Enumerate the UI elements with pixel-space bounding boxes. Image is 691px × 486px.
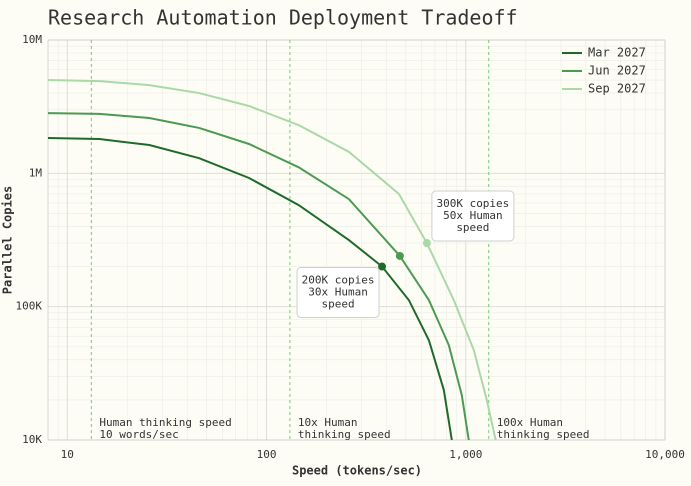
x-tick-label: 1,000 [449, 448, 482, 461]
y-tick-label: 10K [22, 433, 42, 446]
plot-frame [47, 39, 666, 441]
reference-label: 10 words/sec [99, 428, 178, 441]
annotation-box [431, 190, 515, 242]
annotation-text: speed [456, 221, 489, 234]
series-line [47, 137, 453, 441]
series-marker [378, 262, 387, 271]
annotation-text: speed [321, 298, 354, 311]
legend-label: Jun 2027 [588, 64, 646, 78]
annotation-text: 50x Human [443, 209, 503, 222]
x-tick-label: 100 [257, 448, 277, 461]
x-tick-label: 10,000 [645, 448, 685, 461]
reference-label: 100x Human [497, 416, 563, 429]
series-line [47, 112, 470, 441]
series-marker [395, 251, 404, 260]
series-line [47, 79, 497, 441]
y-axis-label: Parallel Copies [1, 186, 15, 294]
annotation-text: 30x Human [308, 286, 368, 299]
x-tick-label: 10 [61, 448, 74, 461]
annotation-text: 200K copies [302, 274, 375, 287]
reference-label: 10x Human [298, 416, 358, 429]
reference-label: Human thinking speed [99, 416, 231, 429]
x-axis-label: Speed (tokens/sec) [292, 464, 422, 478]
legend-label: Sep 2027 [588, 82, 646, 96]
reference-label: thinking speed [497, 428, 590, 441]
legend-label: Mar 2027 [588, 46, 646, 60]
y-tick-label: 100K [16, 300, 43, 313]
chart-title: Research Automation Deployment Tradeoff [48, 6, 518, 30]
annotation-box [296, 267, 380, 319]
y-tick-label: 1M [29, 166, 43, 179]
annotation-text: 300K copies [436, 197, 509, 210]
series-marker [422, 239, 431, 248]
reference-label: thinking speed [298, 428, 391, 441]
y-tick-label: 10M [22, 33, 42, 46]
